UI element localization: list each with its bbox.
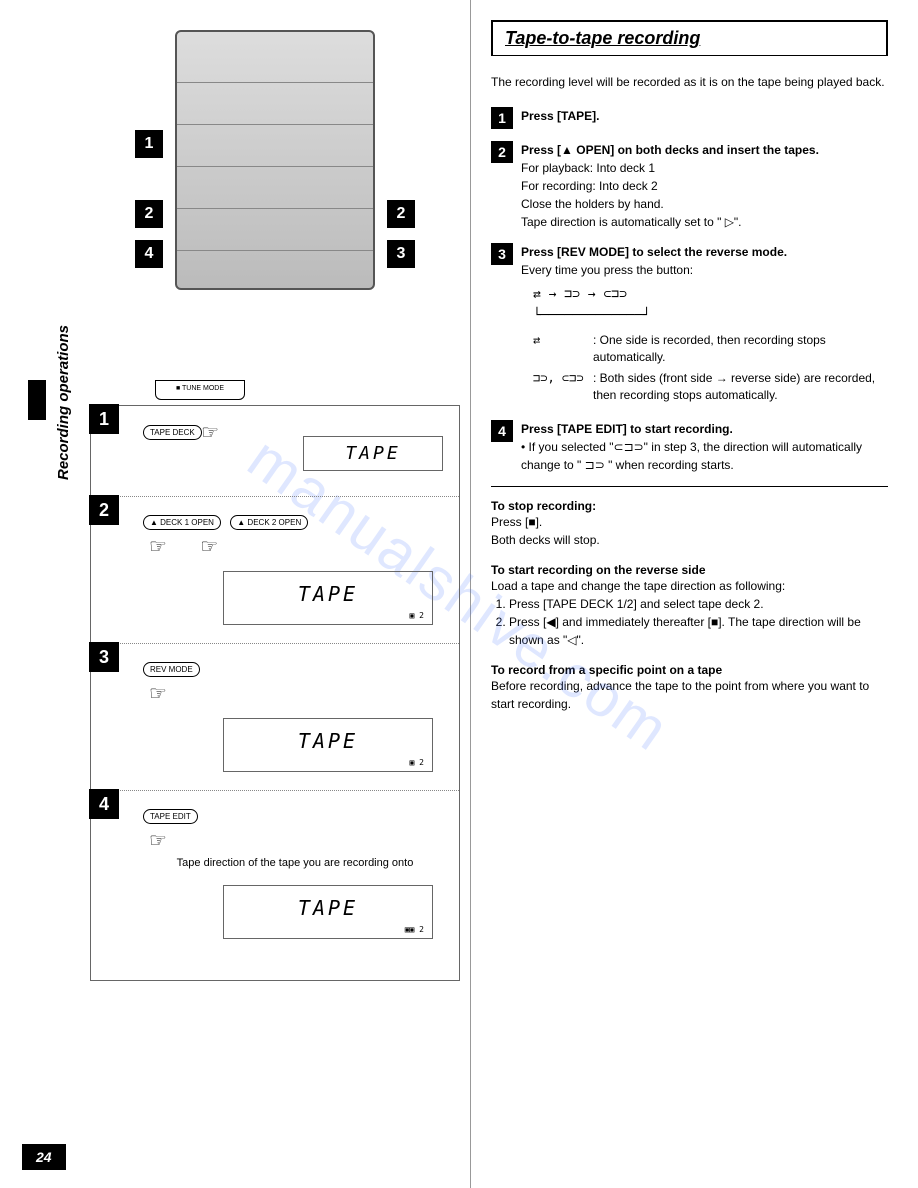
right-column: Tape-to-tape recording The recording lev… xyxy=(470,0,918,1188)
lcd-indicator: ▣ 2 xyxy=(410,758,424,767)
deck2-open-button: ▲ DECK 2 OPEN xyxy=(230,515,308,530)
step-3-line: Every time you press the button: xyxy=(521,261,888,279)
section-title: Tape-to-tape recording xyxy=(491,20,888,56)
mode-cycle-diagram: ⇄ → ⊐⊃ → ⊂⊐⊃ └─────────────┘ xyxy=(533,285,888,327)
stop-line: Both decks will stop. xyxy=(491,531,888,549)
page-number: 24 xyxy=(22,1144,66,1170)
lcd-display-3: TAPE ▣ 2 xyxy=(223,718,433,772)
side-section-label: Recording operations xyxy=(55,325,72,480)
lcd-text: TAPE xyxy=(298,729,358,753)
mode-description: : Both sides (front side → reverse side)… xyxy=(593,370,888,404)
specific-heading: To record from a specific point on a tap… xyxy=(491,663,888,677)
panel-step-3: 3 REV MODE ☞ TAPE ▣ 2 xyxy=(91,643,459,790)
instruction-step-1: 1 Press [TAPE]. xyxy=(491,107,888,129)
callout-3: 3 xyxy=(387,240,415,268)
mode-description: : One side is recorded, then recording s… xyxy=(593,332,888,366)
left-column: Recording operations 1 2 2 3 4 ■ TUNE MO… xyxy=(0,0,470,1188)
steps-panel: 1 TAPE DECK ☞ TAPE 2 ▲ DECK 1 OPEN ▲ DEC… xyxy=(90,405,460,981)
callout-2-left: 2 xyxy=(135,200,163,228)
lcd-display-1: TAPE xyxy=(303,436,443,471)
step-number-icon: 3 xyxy=(491,243,513,265)
panel-step-2: 2 ▲ DECK 1 OPEN ▲ DECK 2 OPEN ☞ ☞ TAPE ▣… xyxy=(91,496,459,643)
reverse-step-item: Press [◀] and immediately thereafter [■]… xyxy=(509,613,888,649)
divider xyxy=(491,486,888,487)
lcd-display-2: TAPE ▣ 2 xyxy=(223,571,433,625)
instruction-step-2: 2 Press [▲ OPEN] on both decks and inser… xyxy=(491,141,888,231)
panel-step-4: 4 TAPE EDIT ☞ Tape direction of the tape… xyxy=(91,790,459,960)
callout-2-right: 2 xyxy=(387,200,415,228)
step-4-bullet: • If you selected "⊂⊐⊃" in step 3, the d… xyxy=(521,438,888,474)
panel-step-num: 2 xyxy=(89,495,119,525)
hand-icon: ☞ xyxy=(201,422,219,444)
reverse-step-item: Press [TAPE DECK 1/2] and select tape de… xyxy=(509,595,888,613)
rev-mode-button: REV MODE xyxy=(143,662,200,677)
hand-icon: ☞ xyxy=(200,536,218,558)
step-3-title: Press [REV MODE] to select the reverse m… xyxy=(521,243,888,261)
step-2-line: Tape direction is automatically set to "… xyxy=(521,213,888,231)
hand-icon: ☞ xyxy=(149,536,167,558)
stop-line: Press [■]. xyxy=(491,513,888,531)
lcd-indicator: ▣ 2 xyxy=(410,611,424,620)
hand-icon: ☞ xyxy=(149,683,167,705)
lcd-display-4: TAPE ▣▣ 2 xyxy=(223,885,433,939)
callout-4: 4 xyxy=(135,240,163,268)
device-diagram: 1 2 2 3 4 ■ TUNE MODE xyxy=(95,30,455,350)
step-2-line: For playback: Into deck 1 xyxy=(521,159,888,177)
step-4-title: Press [TAPE EDIT] to start recording. xyxy=(521,420,888,438)
instruction-step-4: 4 Press [TAPE EDIT] to start recording. … xyxy=(491,420,888,474)
mode-symbol: ⊐⊃, ⊂⊐⊃ xyxy=(533,370,593,404)
instruction-step-3: 3 Press [REV MODE] to select the reverse… xyxy=(491,243,888,408)
reverse-steps-list: Press [TAPE DECK 1/2] and select tape de… xyxy=(509,595,888,649)
mode-symbol: ⇄ xyxy=(533,332,593,366)
lcd-text: TAPE xyxy=(298,582,358,606)
callout-1: 1 xyxy=(135,130,163,158)
step-2-title: Press [▲ OPEN] on both decks and insert … xyxy=(521,141,888,159)
step-1-title: Press [TAPE]. xyxy=(521,107,888,125)
reverse-intro: Load a tape and change the tape directio… xyxy=(491,577,888,595)
mode-row: ⇄ : One side is recorded, then recording… xyxy=(533,332,888,366)
tape-deck-button: TAPE DECK xyxy=(143,425,202,440)
panel-step-num: 4 xyxy=(89,789,119,819)
reverse-heading: To start recording on the reverse side xyxy=(491,563,888,577)
panel-step-1: 1 TAPE DECK ☞ TAPE xyxy=(91,406,459,496)
panel-step-num: 3 xyxy=(89,642,119,672)
step-number-icon: 1 xyxy=(491,107,513,129)
step-4-bullet-text: If you selected "⊂⊐⊃" in step 3, the dir… xyxy=(521,440,862,472)
direction-caption: Tape direction of the tape you are recor… xyxy=(143,857,447,869)
step-2-line: Close the holders by hand. xyxy=(521,195,888,213)
side-tab xyxy=(28,380,46,420)
step-number-icon: 4 xyxy=(491,420,513,442)
deck1-open-button: ▲ DECK 1 OPEN xyxy=(143,515,221,530)
tune-mode-label: ■ TUNE MODE xyxy=(155,380,245,400)
tape-edit-button: TAPE EDIT xyxy=(143,809,198,824)
lcd-indicator: ▣▣ 2 xyxy=(405,925,424,934)
specific-text: Before recording, advance the tape to th… xyxy=(491,677,888,713)
step-number-icon: 2 xyxy=(491,141,513,163)
mode-row: ⊐⊃, ⊂⊐⊃ : Both sides (front side → rever… xyxy=(533,370,888,404)
panel-step-num: 1 xyxy=(89,404,119,434)
stop-heading: To stop recording: xyxy=(491,499,888,513)
lcd-text: TAPE xyxy=(298,896,358,920)
intro-text: The recording level will be recorded as … xyxy=(491,74,888,91)
hand-icon: ☞ xyxy=(149,830,167,852)
step-2-line: For recording: Into deck 2 xyxy=(521,177,888,195)
